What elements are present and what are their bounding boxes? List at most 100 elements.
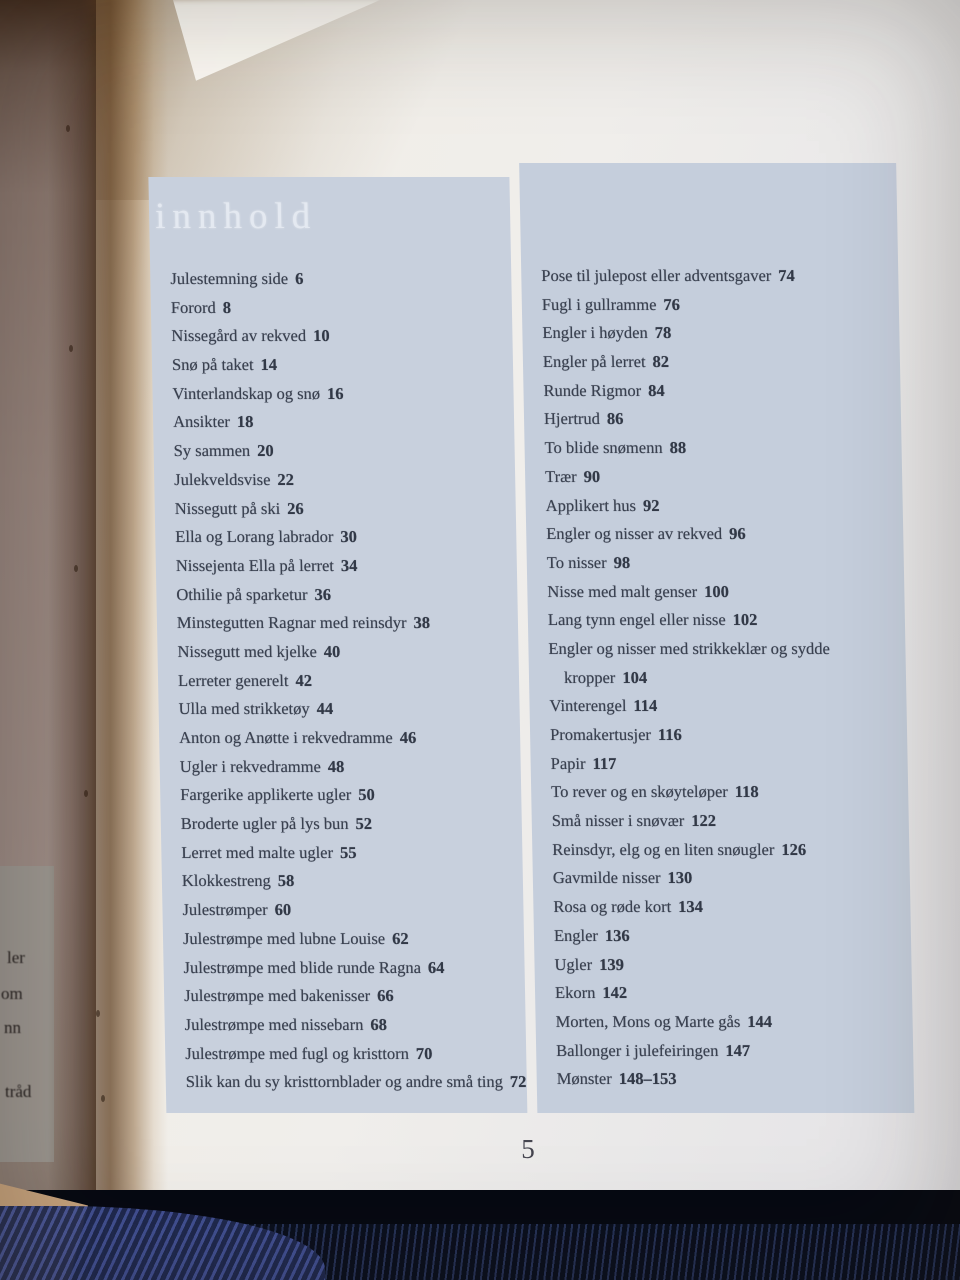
toc-entry-page-number: 142 [602,983,628,1003]
toc-entry-title: Morten, Mons og Marte gås [555,1011,741,1031]
toc-entry-page-number: 64 [427,957,445,977]
toc-entry-page-number: 100 [704,581,730,601]
toc-entry-page-number: 82 [652,352,670,372]
toc-entry-page-number: 30 [340,527,358,547]
toc-entry-page-number: 84 [647,380,665,400]
toc-entry: Engler i høyden 78 [542,319,896,348]
toc-entry-page-number: 126 [781,839,807,859]
toc-entry: Engler og nisser av rekved 96 [546,520,900,549]
toc-entry: To rever og en skøyteløper 118 [551,778,905,807]
toc-entry: Nissegård av rekved 10 [171,322,509,351]
toc-entry: Othilie på sparketur 36 [176,581,514,610]
toc-entry-title: kropper [563,667,616,687]
toc-entry-title: Nissegutt på ski [174,498,281,518]
toc-entry: Ansikter 18 [173,408,511,437]
toc-entry: Vinterengel 114 [549,692,903,721]
left-page-text-fragment: ler [7,948,25,967]
toc-entry: To nisser 98 [547,549,901,578]
toc-entry: Nissejenta Ella på lerret 34 [176,552,514,581]
toc-entry-title: Klokkestreng [181,871,272,891]
toc-entry: Julestrømpe med lubne Louise 62 [183,925,521,954]
toc-entry-title: Julekveldsvise [174,469,271,489]
toc-entry-title: Lerret med malte ugler [181,842,334,862]
toc-entry-page-number: 38 [413,613,431,633]
left-page-text-fragment: nn [4,1018,21,1037]
toc-entry-title: Små nisser i snøvær [551,811,685,831]
toc-entry-page-number: 16 [326,383,344,403]
toc-entry-page-number: 66 [376,986,394,1006]
toc-entry: Fargerike applikerte ugler 50 [180,781,518,810]
toc-entry-page-number: 144 [747,1011,773,1031]
toc-entry: Snø på taket 14 [172,351,510,380]
toc-entry-title: Engler i høyden [542,323,648,343]
toc-entry-page-number: 139 [598,954,625,974]
toc-entry-title: Nisse med malt genser [547,581,698,601]
toc-entry-page-number: 116 [657,725,682,744]
toc-entry-title: Fugl i gullramme [541,294,657,314]
toc-entry: Papir 117 [550,750,904,779]
toc-entry-page-number: 36 [314,584,332,604]
toc-entry: Rosa og røde kort 134 [553,893,907,922]
toc-entry: Julestrømpe med blide runde Ragna 64 [183,954,521,983]
toc-entry: Nissegutt på ski 26 [174,495,512,524]
toc-entry: Ballonger i julefeiringen 147 [556,1037,910,1066]
toc-entry-title: Minstegutten Ragnar med reinsdyr [176,613,407,633]
toc-entry-title: Broderte ugler på lys bun [180,814,349,834]
toc-entry: Vinterlandskap og snø 16 [172,380,510,409]
toc-entry-page-number: 18 [236,412,254,432]
toc-entry: Julestrømper 60 [182,896,520,925]
toc-entry-title: Othilie på sparketur [176,584,308,604]
toc-entry-title: Anton og Anøtte i rekvedramme [178,728,393,747]
toc-entry-title: Rosa og røde kort [553,897,672,917]
toc-entry: Lerret med malte ugler 55 [181,839,519,868]
toc-entry-title: Fargerike applikerte ugler [180,785,352,805]
toc-entry: Julestemning side 6 [170,265,508,294]
toc-entry-title: Ekorn [554,983,596,1003]
toc-entry-title: Runde Rigmor [543,380,642,400]
toc-entry: Gavmilde nisser 130 [553,864,907,893]
toc-entry-title: Julestrømper [182,900,268,920]
toc-entry-title: Reinsdyr, elg og en liten snøugler [552,839,775,859]
toc-entry-title: Nissejenta Ella på lerret [175,555,335,575]
toc-entry: Slik kan du sy kristtornblader og andre … [185,1068,527,1097]
toc-entry: Forord 8 [171,294,509,323]
toc-entry-page-number: 92 [642,495,660,515]
toc-entry-title: Applikert hus [545,495,637,515]
toc-entry-title: Engler og nisser med strikkeklær og sydd… [548,638,831,658]
toc-entry-page-number: 55 [339,842,357,862]
toc-entry-page-number: 40 [323,641,341,661]
toc-entry-title: To rever og en skøyteløper [551,782,729,802]
left-page-text-fragment: tråd [5,1082,32,1101]
toc-entry-page-number: 46 [399,728,417,747]
toc-entry-page-number: 72 [509,1072,527,1092]
toc-entry-title: Ugler [554,954,593,974]
toc-entry-title: Slik kan du sy kristtornblader og andre … [185,1072,504,1092]
toc-list-left: Julestemning side 6 Forord 8 Nissegård av re… [170,265,527,1097]
toc-entry-title: Hjertrud [543,409,601,429]
toc-entry-page-number: 98 [613,552,631,572]
toc-entry-title: Forord [170,297,217,317]
toc-entry: kropper 104 [549,664,903,693]
toc-entry: To blide snømenn 88 [544,434,898,463]
toc-entry-title: To nisser [546,552,607,572]
stitch-dot [96,1010,100,1017]
toc-entry-page-number: 136 [604,925,630,945]
toc-entry-page-number: 58 [277,871,295,891]
toc-entry-title: Nissegård av rekved [171,326,307,346]
toc-entry-title: Julestrømpe med fugl og kristtorn [185,1043,410,1063]
toc-list-right: Pose til julepost eller adventsgaver 74 Fu… [541,262,910,1094]
toc-entry: Promakertusjer 116 [550,721,904,750]
toc-entry: Ella og Lorang labrador 30 [175,523,513,552]
book-gutter-shadow [48,0,168,1214]
toc-entry-page-number: 76 [663,294,681,314]
toc-entry-page-number: 14 [260,355,278,375]
contents-title: innhold [154,196,318,237]
toc-entry-title: Engler og nisser av rekved [546,524,723,544]
toc-entry-title: Vinterlandskap og snø [172,383,321,403]
toc-entry: Runde Rigmor 84 [543,377,897,406]
toc-entry: Julestrømpe med nissebarn 68 [184,1011,522,1040]
toc-entry-page-number: 50 [358,785,375,805]
toc-entry-page-number: 78 [654,323,672,343]
toc-entry-page-number: 22 [277,469,295,489]
